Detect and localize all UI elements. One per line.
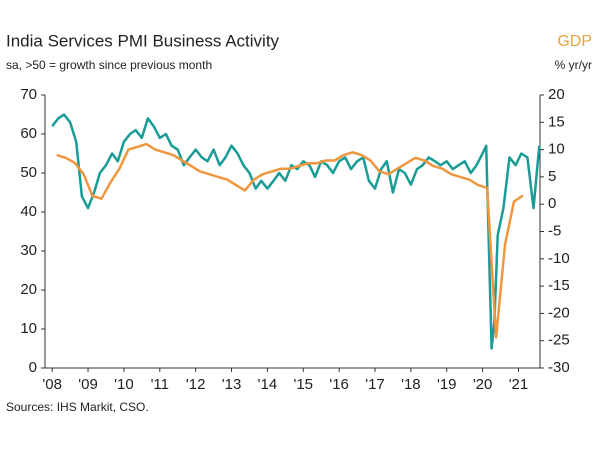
x-tick-label: '18 <box>401 376 421 393</box>
y2-tick-label: -5 <box>548 222 561 239</box>
data-line <box>51 113 541 350</box>
y-tick-label: 30 <box>20 242 37 259</box>
x-tick-label: '20 <box>473 376 493 393</box>
y-tick-label: 50 <box>20 164 37 181</box>
source-note: Sources: IHS Markit, CSO. <box>6 400 149 414</box>
y-tick-label: 60 <box>20 125 37 142</box>
data-line <box>56 142 524 339</box>
y-tick-label: 0 <box>29 359 37 376</box>
x-tick-label: '09 <box>78 376 98 393</box>
x-tick-label: '15 <box>293 376 313 393</box>
x-tick-label: '10 <box>114 376 134 393</box>
x-tick-label: '14 <box>258 376 278 393</box>
y2-tick-label: -15 <box>548 277 570 294</box>
y2-tick-label: 0 <box>548 195 556 212</box>
x-tick-label: '12 <box>186 376 206 393</box>
x-tick-label: '17 <box>365 376 385 393</box>
y2-axis-label: GDP <box>557 33 592 50</box>
y-tick-label: 40 <box>20 203 37 220</box>
x-tick-label: '16 <box>329 376 349 393</box>
x-tick-label: '08 <box>42 376 62 393</box>
y2-tick-label: -10 <box>548 250 570 267</box>
y2-axis-unit: % yr/yr <box>555 58 592 72</box>
x-tick-label: '11 <box>151 376 169 393</box>
y-tick-label: 70 <box>20 86 37 103</box>
y2-tick-label: -25 <box>548 332 570 349</box>
y-tick-label: 10 <box>20 320 37 337</box>
x-tick-label: '19 <box>437 376 457 393</box>
chart-subtitle: sa, >50 = growth since previous month <box>6 58 212 72</box>
y2-tick-label: -20 <box>548 304 570 321</box>
y2-tick-label: 15 <box>548 113 565 130</box>
y2-tick-label: 20 <box>548 86 565 103</box>
x-tick-label: '21 <box>509 376 529 393</box>
y2-tick-label: 10 <box>548 141 565 158</box>
y2-tick-label: -30 <box>548 359 570 376</box>
y-tick-label: 20 <box>20 281 37 298</box>
chart-title: India Services PMI Business Activity <box>6 31 280 50</box>
y2-tick-label: 5 <box>548 168 556 185</box>
x-tick-label: '13 <box>222 376 242 393</box>
